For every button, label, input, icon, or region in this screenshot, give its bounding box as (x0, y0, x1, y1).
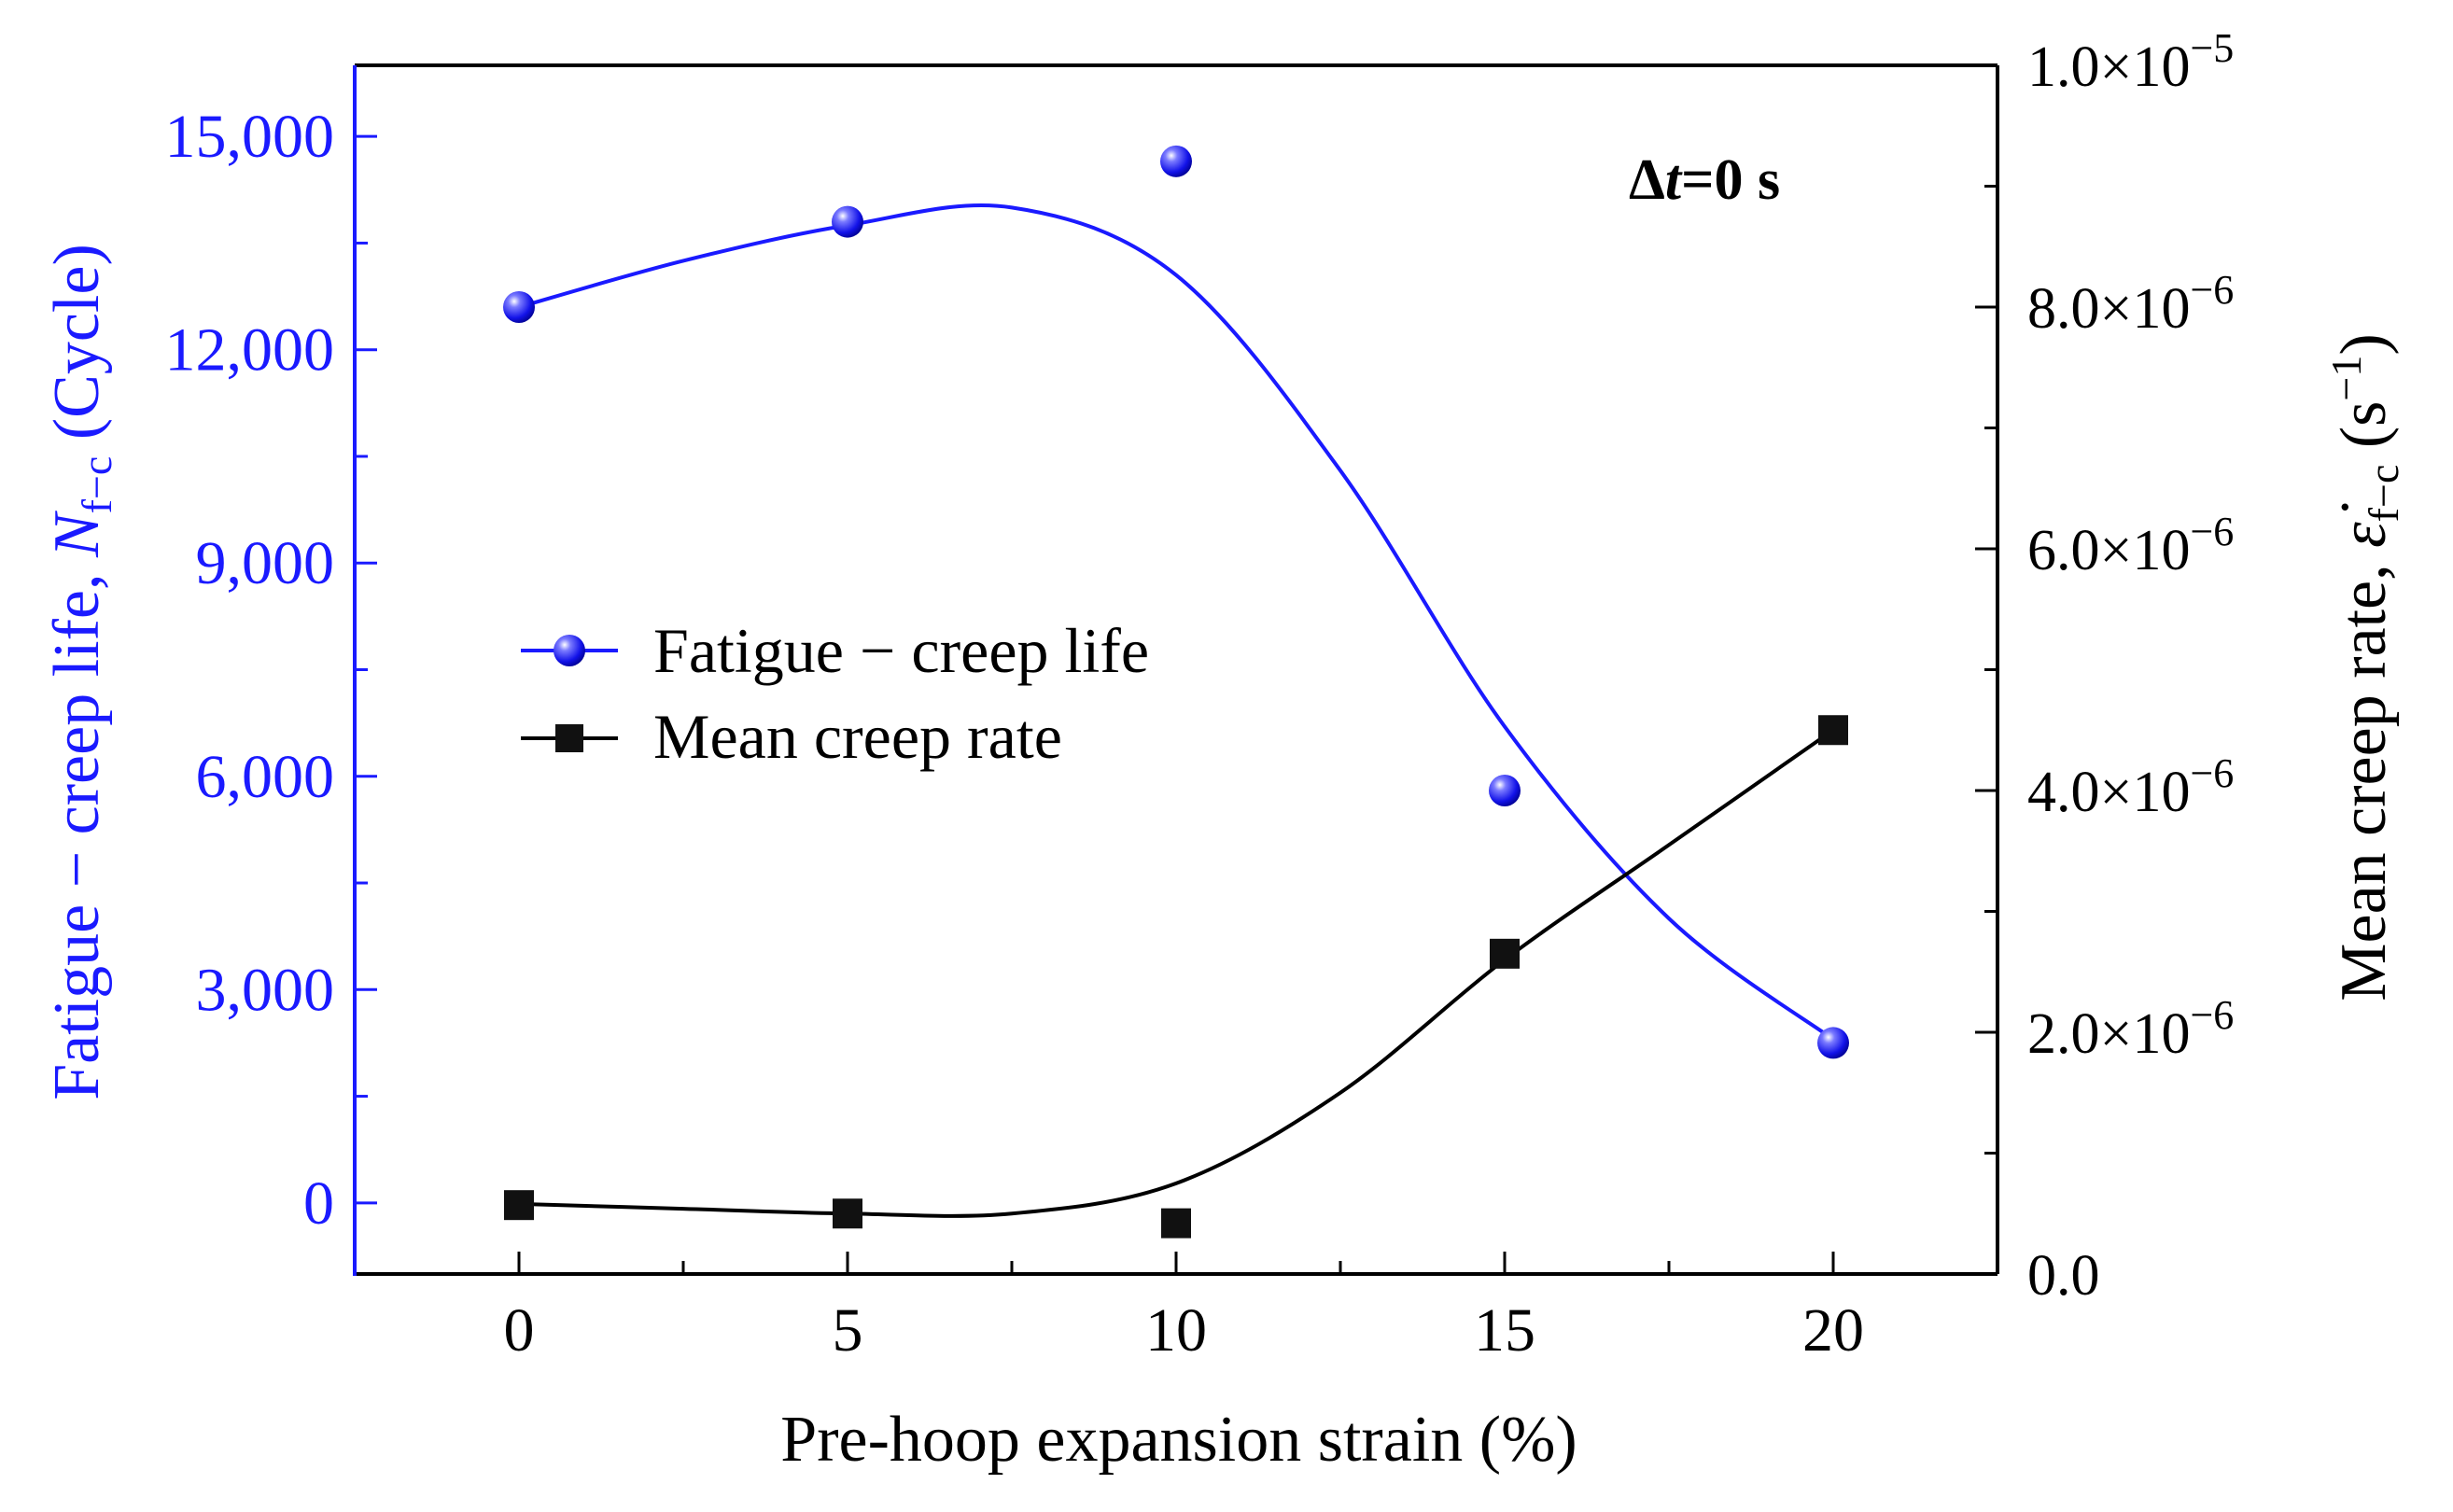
y-right-tick-exponent: −6 (2190, 750, 2234, 796)
y-left-title-symbol: N (41, 511, 113, 558)
y-right-title-unit-close: ) (2328, 333, 2400, 355)
y-right-title-unit-sup: −1 (2322, 356, 2370, 401)
x-axis-title: Pre-hoop expansion strain (%) (780, 1404, 1577, 1476)
condition-annotation: Δt=0 s (1629, 148, 1780, 212)
y-axis-right-title: Mean creep rate, ε̇f−c (s−1) (2322, 333, 2407, 1001)
y-right-title-subscript: f−c (2360, 465, 2407, 523)
data-point-mean-creep-rate (1818, 715, 1848, 746)
x-tick-label: 15 (1474, 1296, 1535, 1365)
data-point-mean-creep-rate (833, 1198, 862, 1229)
y-right-tick-exponent: −6 (2190, 509, 2234, 554)
y-right-tick-label: 6.0×10−6 (2027, 509, 2234, 582)
y-axis-left-title: Fatigue − creep life, Nf−c (Cycle) (41, 244, 120, 1100)
y-left-tick-label: 0 (303, 1169, 334, 1238)
y-right-tick-exponent: −6 (2190, 992, 2234, 1038)
x-tick-label: 5 (833, 1296, 863, 1365)
annotation-rest: =0 s (1681, 148, 1780, 212)
data-point-mean-creep-rate (1161, 1208, 1191, 1239)
fit-curve-fatigue-life (518, 203, 1835, 1042)
y-left-tick-label: 3,000 (196, 956, 335, 1024)
y-right-tick-label: 4.0×10−6 (2027, 750, 2234, 824)
y-right-tick-exponent: −5 (2190, 25, 2234, 71)
y-right-title-prefix: Mean creep rate, (2328, 548, 2400, 1001)
y-left-title-subscript: f−c (73, 456, 120, 514)
data-point-fatigue-life (1160, 145, 1192, 177)
data-point-mean-creep-rate (504, 1190, 534, 1221)
y-right-tick-base: 0.0 (2027, 1244, 2100, 1308)
x-tick-label: 20 (1802, 1296, 1864, 1365)
y-right-tick-base: 8.0×10 (2027, 277, 2190, 341)
annotation-delta: Δ (1629, 148, 1665, 212)
markers-layer (503, 145, 1849, 1239)
legend-label-creep: Mean creep rate (653, 701, 1062, 772)
y-right-tick-base: 4.0×10 (2027, 761, 2190, 824)
y-left-tick-label: 6,000 (196, 743, 335, 811)
axes-layer: 0 5 10 15 20 0 3,000 6,000 9,000 12,000 15,000 0.0 2… (165, 25, 2235, 1365)
y-left-title-suffix: (Cycle) (41, 244, 113, 455)
legend: Fatigue − creep life Mean creep rate (521, 615, 1149, 772)
y-right-tick-base: 2.0×10 (2027, 1002, 2190, 1066)
x-tick-label: 0 (504, 1296, 535, 1365)
legend-marker-creep (555, 724, 583, 752)
y-right-tick-label: 0.0 (2027, 1244, 2100, 1308)
data-point-fatigue-life (1489, 775, 1521, 806)
x-tick-label: 10 (1145, 1296, 1207, 1365)
data-point-fatigue-life (503, 291, 535, 323)
y-left-tick-label: 15,000 (165, 103, 335, 171)
y-right-tick-label: 1.0×10−5 (2027, 25, 2234, 99)
fit-curves-layer (518, 203, 1835, 1218)
y-right-tick-label: 2.0×10−6 (2027, 992, 2234, 1066)
data-point-fatigue-life (832, 205, 863, 238)
data-point-fatigue-life (1817, 1027, 1849, 1059)
y-right-tick-base: 1.0×10 (2027, 35, 2190, 99)
y-left-title-prefix: Fatigue − creep life, (41, 557, 113, 1100)
y-right-tick-base: 6.0×10 (2027, 519, 2190, 582)
legend-label-fatigue: Fatigue − creep life (653, 615, 1149, 686)
annotation-symbol: t (1665, 148, 1683, 212)
y-right-title-unit-open: (s (2328, 401, 2400, 465)
y-left-tick-label: 9,000 (196, 529, 335, 597)
fit-curve-mean-creep-rate (518, 728, 1835, 1218)
y-left-tick-label: 12,000 (165, 316, 335, 385)
y-right-tick-exponent: −6 (2190, 267, 2234, 313)
data-point-mean-creep-rate (1490, 938, 1520, 969)
y-right-tick-label: 8.0×10−6 (2027, 267, 2234, 341)
legend-marker-fatigue (554, 635, 585, 666)
